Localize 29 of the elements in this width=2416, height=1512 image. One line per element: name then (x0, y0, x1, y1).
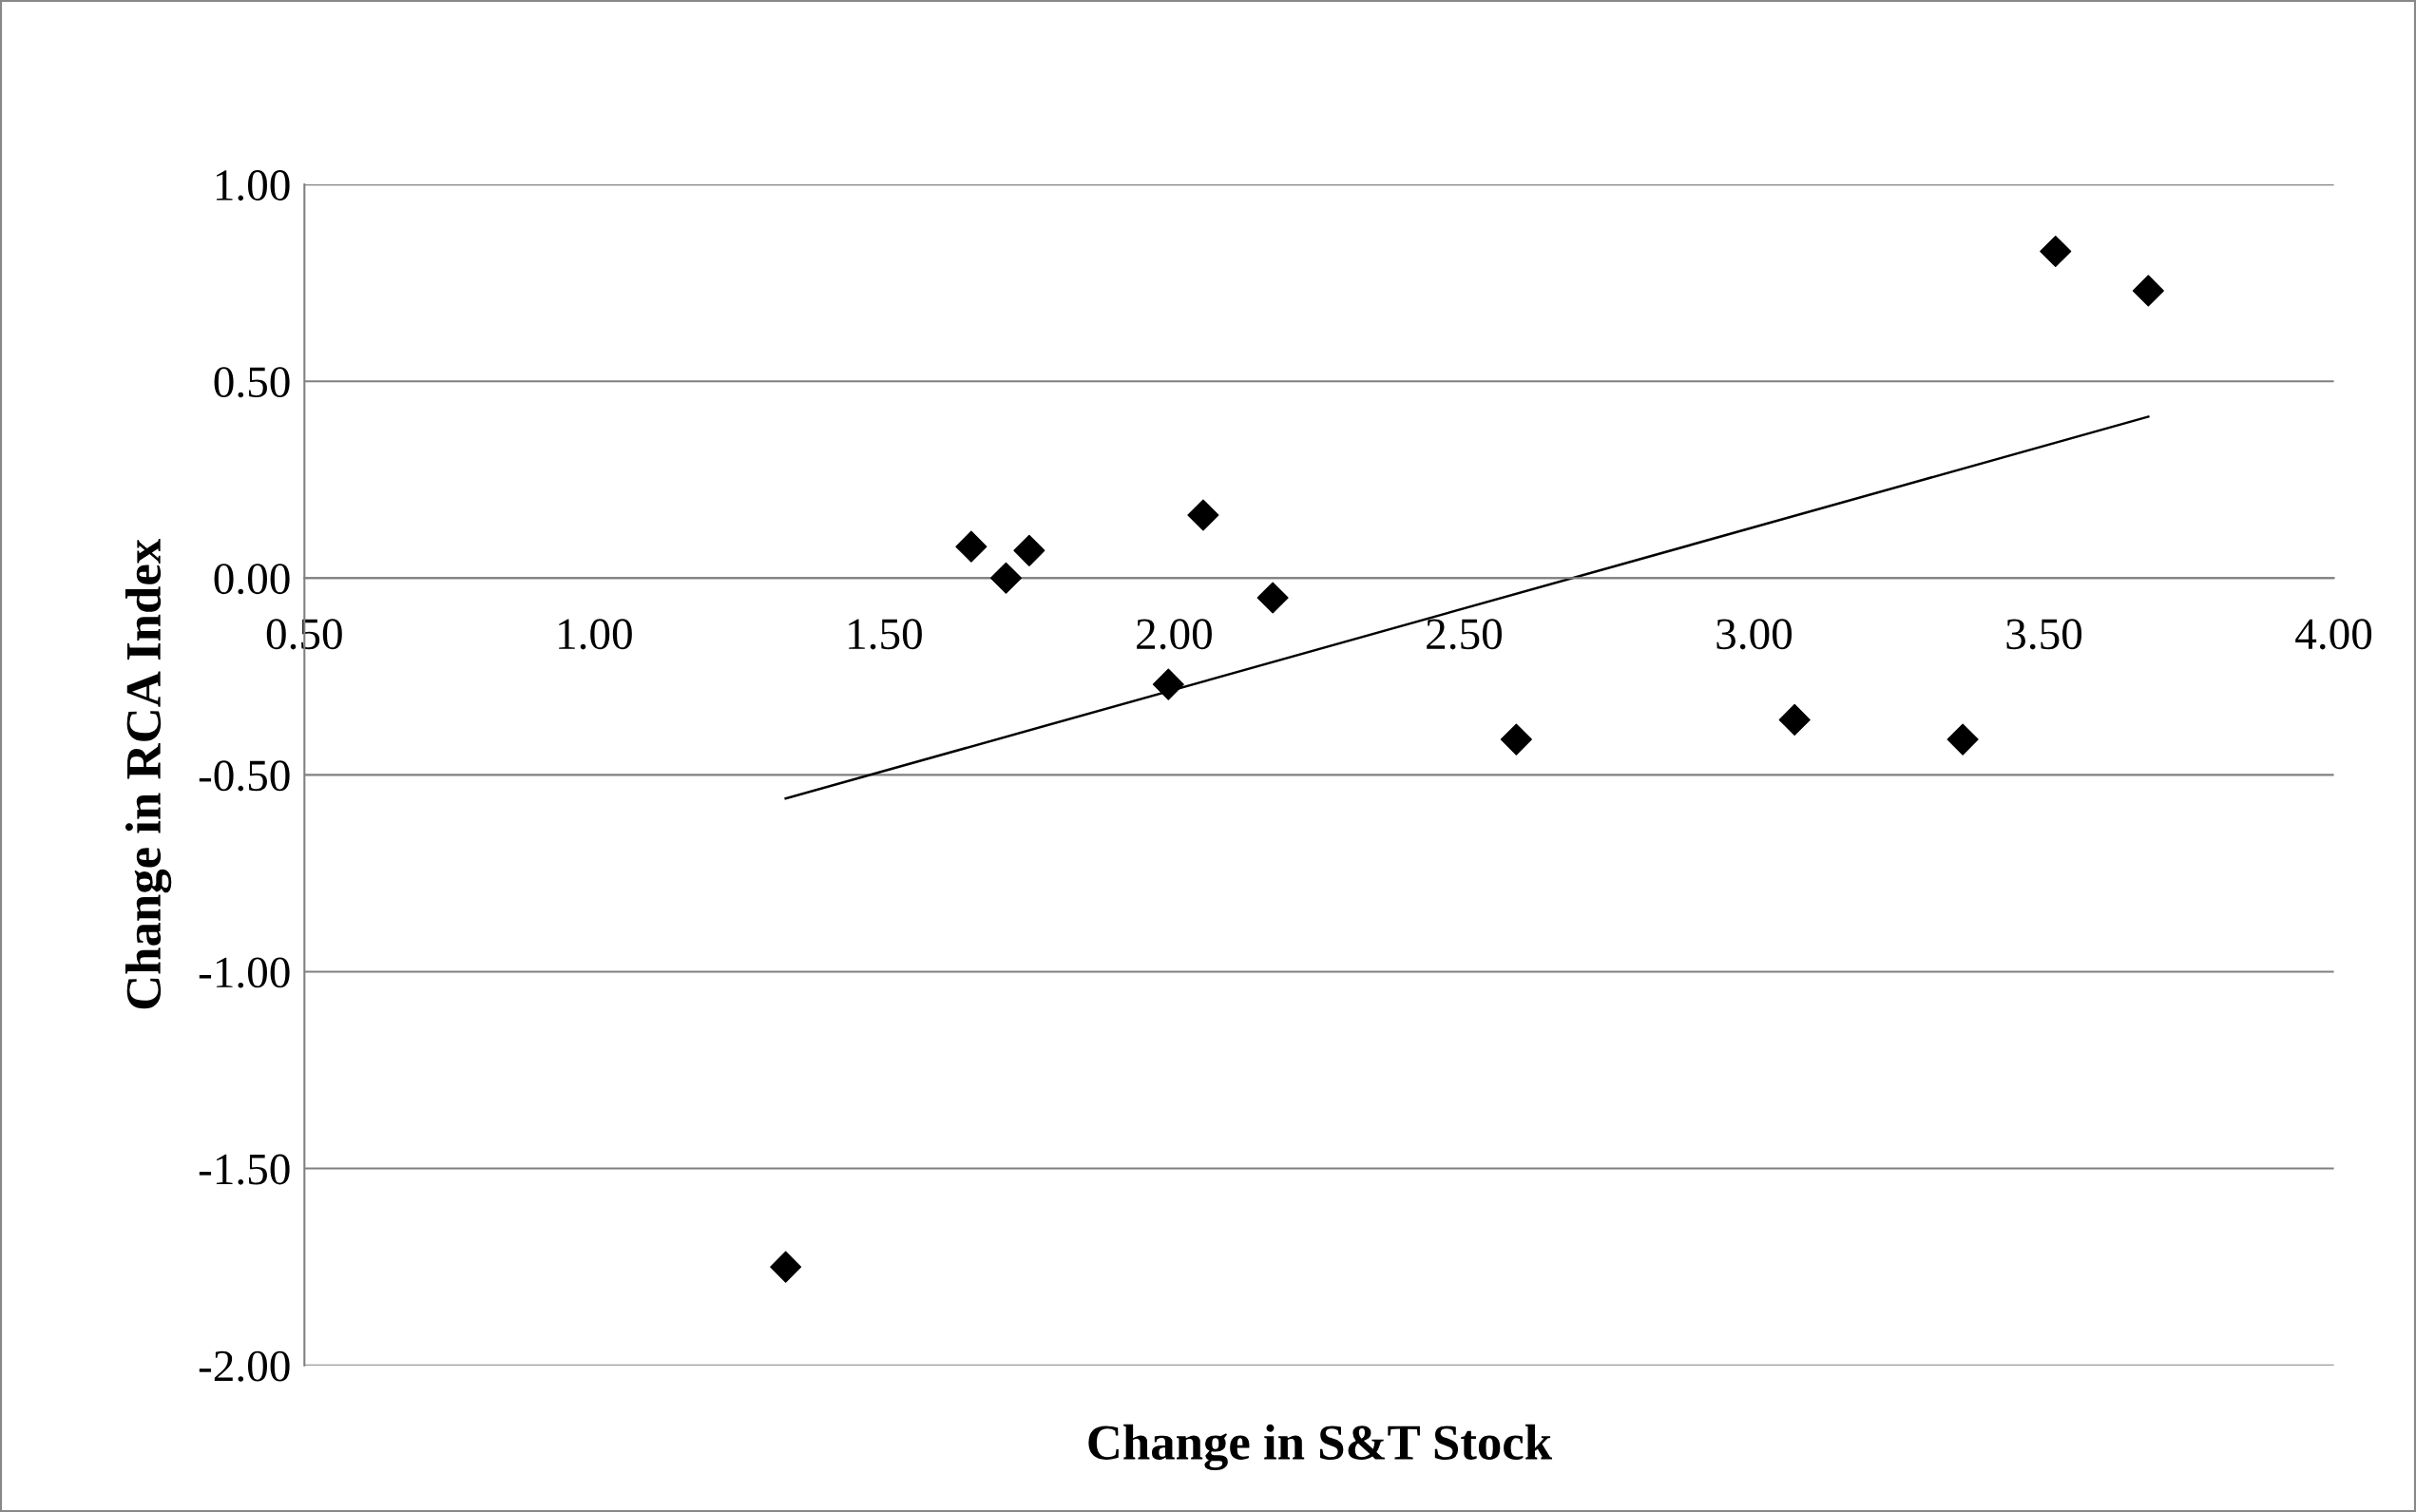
y-tick-label: -2.00 (199, 1350, 290, 1382)
y-tick-label: 0.00 (214, 564, 290, 595)
x-tick-label: 4.00 (2295, 619, 2372, 650)
y-tick-label: 0.50 (214, 367, 290, 398)
point (1152, 668, 1184, 700)
x-axis-title: Change in S&T Stock (1088, 1424, 1553, 1471)
point (1500, 723, 1532, 756)
point (1013, 534, 1045, 566)
point (1946, 723, 1979, 756)
point (1187, 499, 1219, 531)
point (1256, 582, 1289, 614)
x-tick-label: 1.50 (849, 619, 922, 650)
x-tick-label: 2.00 (1137, 619, 1212, 650)
point (770, 1251, 802, 1283)
y-tick-label: -0.50 (199, 760, 290, 792)
point (2132, 275, 2164, 307)
y-tick-label: -1.50 (199, 1154, 290, 1185)
x-tick-label: 3.50 (2006, 619, 2082, 650)
point (1778, 703, 1811, 736)
point (989, 562, 1023, 594)
x-tick-label: 2.50 (1427, 619, 1502, 650)
y-tick-label: 1.00 (216, 170, 290, 201)
y-tick-label: -1.00 (199, 957, 290, 988)
x-tick-label: 0.50 (266, 619, 342, 650)
x-tick-label: 3.00 (1716, 619, 1793, 650)
point (2040, 235, 2072, 268)
y-axis-title: Change in RCA Index (125, 539, 172, 1009)
x-tick-label: 1.00 (559, 619, 632, 650)
point (955, 530, 987, 563)
